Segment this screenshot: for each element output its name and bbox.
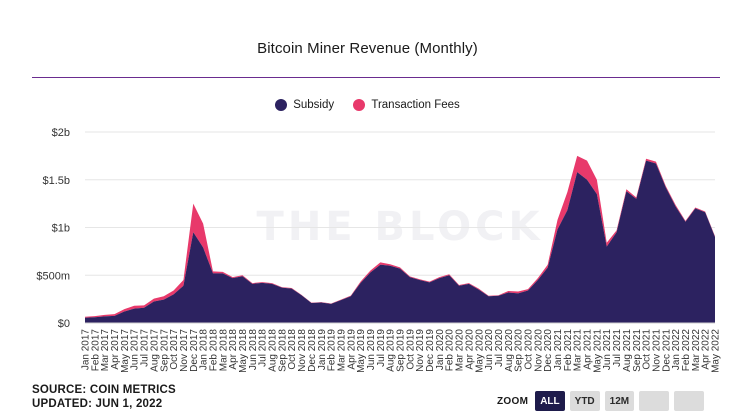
x-tick-label: Jan 2022 (671, 329, 682, 371)
x-tick-label: Aug 2018 (268, 329, 279, 372)
x-tick-label: Aug 2019 (386, 329, 397, 372)
x-tick-label: Oct 2017 (169, 329, 180, 370)
chart-legend: Subsidy Transaction Fees (0, 99, 735, 114)
x-tick-label: Dec 2020 (543, 329, 554, 372)
x-tick-label: Nov 2021 (651, 329, 662, 372)
x-tick-label: Dec 2019 (425, 329, 436, 372)
x-tick-label: Jan 2020 (435, 329, 446, 371)
x-tick-label: Aug 2017 (149, 329, 160, 372)
x-tick-label: Dec 2017 (189, 329, 200, 372)
x-tick-label: May 2019 (356, 329, 367, 373)
updated-text: UPDATED: JUN 1, 2022 (32, 398, 163, 410)
x-tick-label: Jun 2018 (248, 329, 259, 371)
x-tick-label: Mar 2017 (100, 329, 111, 372)
zoom-extra-button-1[interactable] (639, 391, 670, 411)
x-tick-label: Apr 2019 (346, 329, 357, 370)
zoom-all-button[interactable]: ALL (535, 391, 565, 411)
x-tick-label: Mar 2020 (455, 329, 466, 372)
x-tick-label: Sep 2021 (632, 329, 643, 372)
zoom-ytd-button[interactable]: YTD (569, 391, 600, 411)
x-tick-label: Feb 2019 (327, 329, 338, 372)
title-divider (32, 77, 720, 78)
y-tick-label: $500m (36, 270, 70, 282)
x-tick-label: Sep 2018 (277, 329, 288, 372)
x-tick-label: May 2022 (711, 329, 722, 373)
legend-swatch-fees (353, 99, 366, 111)
legend-swatch-subsidy (275, 99, 288, 111)
x-tick-label: Jul 2021 (612, 329, 623, 367)
legend-label-fees: Transaction Fees (371, 99, 460, 111)
x-tick-label: Mar 2018 (218, 329, 229, 372)
x-tick-label: Jul 2019 (376, 329, 387, 367)
x-tick-label: Jul 2017 (140, 329, 151, 367)
x-tick-label: Jun 2017 (130, 329, 141, 371)
legend-label-subsidy: Subsidy (293, 99, 335, 111)
x-tick-label: Aug 2020 (504, 329, 515, 372)
x-tick-label: May 2020 (474, 329, 485, 373)
x-tick-label: Apr 2020 (464, 329, 475, 370)
x-tick-label: Jun 2021 (602, 329, 613, 371)
x-tick-label: Oct 2020 (523, 329, 534, 370)
x-tick-label: Feb 2020 (445, 329, 456, 372)
y-tick-label: $2b (52, 127, 70, 139)
zoom-label: ZOOM (497, 395, 529, 407)
x-tick-label: Jul 2020 (494, 329, 505, 367)
x-tick-label: Nov 2017 (179, 329, 190, 372)
x-tick-label: Apr 2018 (228, 329, 239, 370)
x-tick-label: Jan 2018 (199, 329, 210, 371)
x-tick-label: Mar 2021 (573, 329, 584, 372)
x-tick-label: Apr 2017 (110, 329, 121, 370)
x-tick-label: Jul 2018 (258, 329, 269, 367)
x-tick-label: Aug 2021 (622, 329, 633, 372)
x-tick-label: Sep 2020 (514, 329, 525, 372)
x-tick-label: Mar 2022 (691, 329, 702, 372)
y-tick-label: $1.5b (42, 175, 70, 187)
x-tick-label: Dec 2021 (661, 329, 672, 372)
zoom-12m-button[interactable]: 12M (604, 391, 635, 411)
zoom-controls: ZOOM ALL YTD 12M (497, 390, 709, 412)
x-tick-label: Nov 2019 (415, 329, 426, 372)
x-tick-label: Sep 2019 (396, 329, 407, 372)
x-tick-label: Mar 2019 (336, 329, 347, 372)
x-tick-label: Jan 2017 (81, 329, 92, 371)
x-tick-label: Jun 2019 (366, 329, 377, 371)
x-tick-label: Oct 2019 (405, 329, 416, 370)
x-tick-label: May 2017 (120, 329, 131, 373)
x-tick-label: Nov 2020 (533, 329, 544, 372)
chart-title: Bitcoin Miner Revenue (Monthly) (257, 40, 478, 57)
zoom-extra-button-2[interactable] (674, 391, 705, 411)
series-area-subsidy (85, 160, 715, 323)
x-tick-label: Jan 2021 (553, 329, 564, 371)
legend-item-subsidy[interactable]: Subsidy (275, 99, 334, 111)
x-tick-label: Feb 2021 (563, 329, 574, 372)
x-tick-label: Sep 2017 (159, 329, 170, 372)
x-tick-label: Jun 2020 (484, 329, 495, 371)
x-tick-label: Jan 2019 (317, 329, 328, 371)
source-note: SOURCE: COIN METRICS UPDATED: JUN 1, 202… (32, 383, 176, 411)
x-tick-label: Apr 2021 (583, 329, 594, 370)
x-tick-label: Feb 2022 (681, 329, 692, 372)
x-tick-label: Oct 2018 (287, 329, 298, 370)
x-tick-label: Oct 2021 (642, 329, 653, 370)
y-tick-label: $0 (58, 318, 70, 330)
x-tick-label: Apr 2022 (701, 329, 712, 370)
x-tick-label: Nov 2018 (297, 329, 308, 372)
x-tick-label: Dec 2018 (307, 329, 318, 372)
x-tick-label: May 2018 (238, 329, 249, 373)
legend-item-fees[interactable]: Transaction Fees (353, 99, 460, 111)
x-tick-label: Feb 2018 (208, 329, 219, 372)
x-tick-label: Feb 2017 (90, 329, 101, 372)
y-tick-label: $1b (52, 223, 70, 235)
source-text: SOURCE: COIN METRICS (32, 384, 176, 396)
x-tick-label: May 2021 (592, 329, 603, 373)
